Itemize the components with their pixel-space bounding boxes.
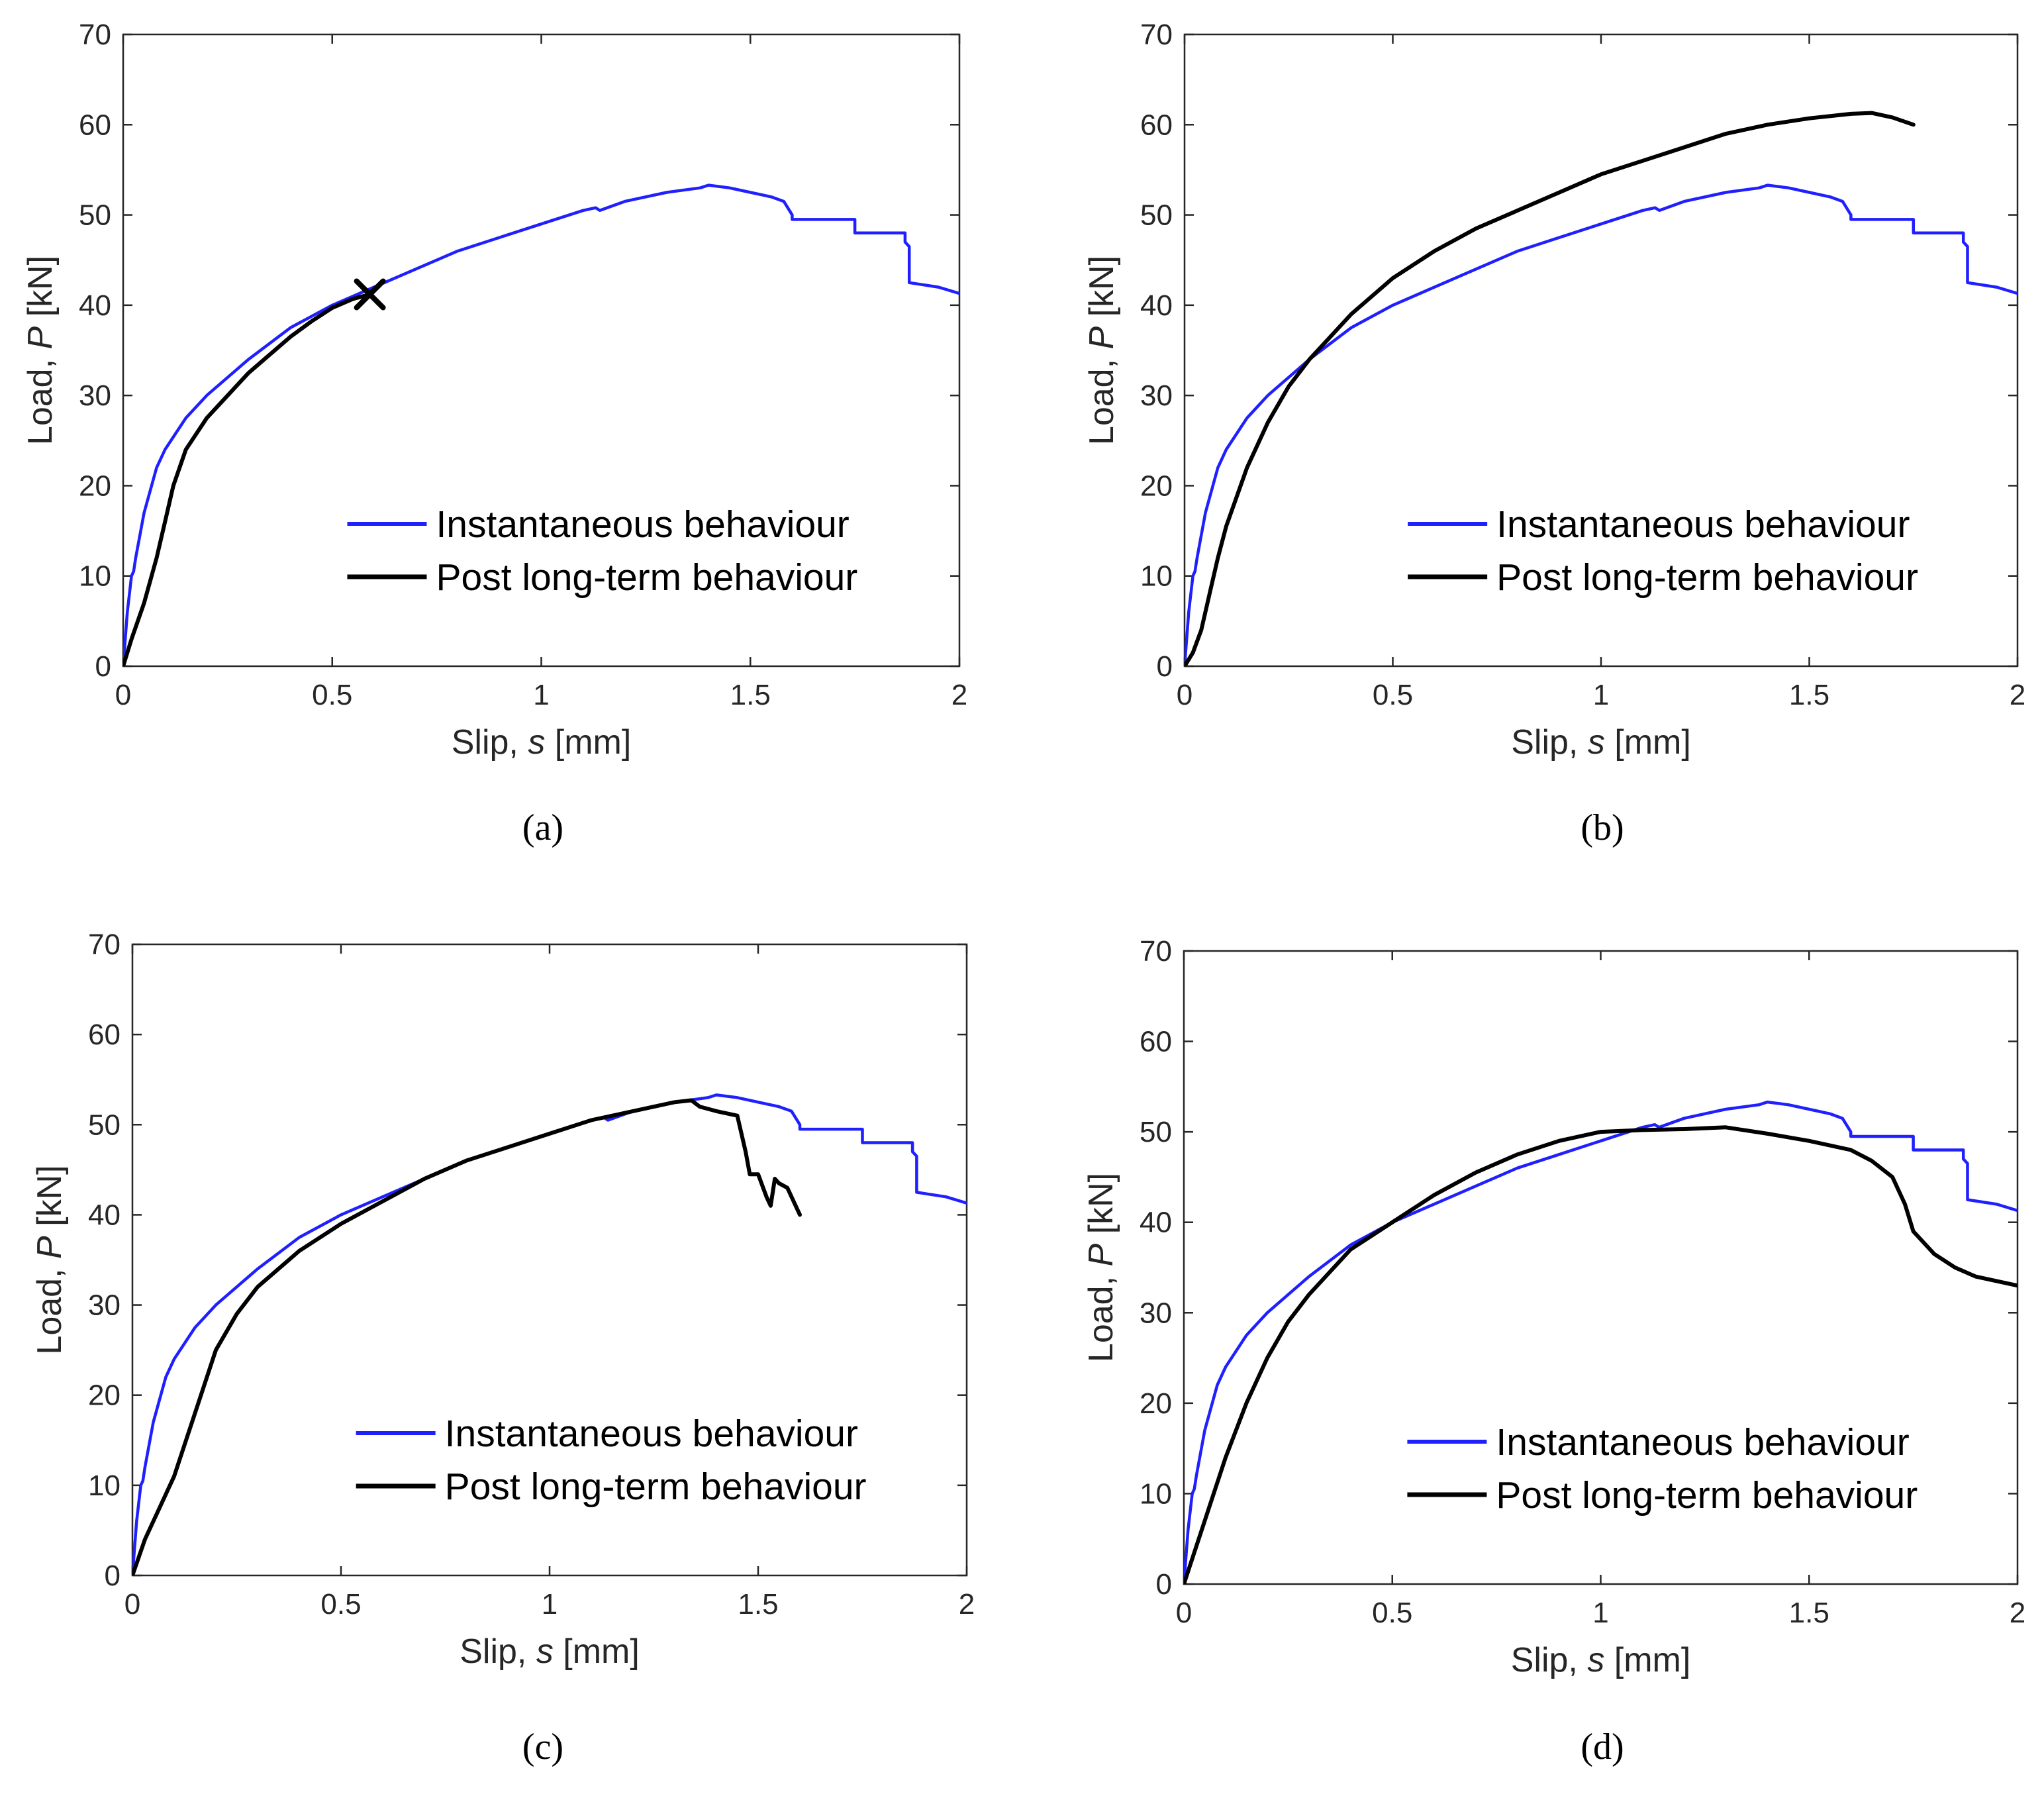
x-tick-label: 1.5 <box>1789 679 1829 711</box>
x-axis-label: Slip, s [mm] <box>1511 1641 1691 1679</box>
legend-label-instantaneous: Instantaneous behaviour <box>445 1413 858 1455</box>
y-tick-label: 70 <box>88 928 121 961</box>
y-tick-label: 20 <box>1140 470 1173 502</box>
y-tick-label: 0 <box>1156 1568 1172 1601</box>
x-axis-label: Slip, s [mm] <box>1511 723 1691 762</box>
y-axis-label: Load, P [kN] <box>1082 1173 1120 1362</box>
x-tick-label: 1 <box>1592 1597 1608 1629</box>
legend-label-instantaneous: Instantaneous behaviour <box>436 503 849 546</box>
legend-label-instantaneous: Instantaneous behaviour <box>1496 1421 1909 1464</box>
y-tick-label: 50 <box>88 1109 121 1141</box>
legend-label-post-long-term: Post long-term behaviour <box>445 1466 867 1508</box>
y-tick-label: 10 <box>79 560 111 593</box>
series-line-instantaneous <box>1185 183 2018 666</box>
x-tick-label: 1.5 <box>1789 1597 1829 1629</box>
series-line-post-long-term <box>1184 1125 2018 1584</box>
series-line-instantaneous <box>123 183 959 666</box>
y-tick-label: 50 <box>1140 199 1173 232</box>
x-tick-label: 2 <box>951 679 967 711</box>
x-axis-label: Slip, s [mm] <box>460 1632 640 1671</box>
x-tick-label: 1.5 <box>738 1588 778 1620</box>
y-tick-label: 10 <box>1140 560 1173 593</box>
y-axis-label: Load, P [kN] <box>1083 256 1121 445</box>
panel-caption: (c) <box>522 1726 563 1768</box>
y-tick-label: 0 <box>105 1560 121 1592</box>
series-line-post-long-term <box>1185 111 1916 666</box>
x-tick-label: 2 <box>959 1588 975 1620</box>
y-tick-label: 60 <box>88 1019 121 1051</box>
y-tick-label: 40 <box>1140 1207 1172 1239</box>
series-line-post-long-term <box>132 1098 802 1575</box>
y-tick-label: 10 <box>1140 1477 1172 1510</box>
x-tick-label: 1 <box>542 1588 558 1620</box>
panel-caption: (b) <box>1581 807 1624 848</box>
x-tick-label: 2 <box>2010 1597 2025 1629</box>
y-tick-label: 20 <box>79 470 111 502</box>
legend-label-instantaneous: Instantaneous behaviour <box>1496 503 1910 546</box>
series-line-instantaneous <box>1184 1100 2018 1584</box>
y-axis-label: Load, P [kN] <box>30 1165 69 1354</box>
y-tick-label: 30 <box>88 1289 121 1322</box>
x-tick-label: 0 <box>115 679 131 711</box>
y-tick-label: 70 <box>79 19 111 51</box>
y-tick-label: 0 <box>1157 650 1173 683</box>
y-tick-label: 40 <box>79 289 111 322</box>
y-tick-label: 70 <box>1140 19 1173 51</box>
x-tick-label: 0.5 <box>320 1588 361 1620</box>
panel-caption: (d) <box>1581 1726 1624 1768</box>
y-tick-label: 30 <box>79 379 111 412</box>
x-axis-label: Slip, s [mm] <box>452 723 632 762</box>
y-tick-label: 10 <box>88 1470 121 1502</box>
series-line-post-long-term <box>123 292 372 666</box>
panel-caption: (a) <box>522 807 563 848</box>
x-tick-label: 1.5 <box>730 679 771 711</box>
y-tick-label: 50 <box>79 199 111 232</box>
y-tick-label: 0 <box>95 650 111 683</box>
y-tick-label: 40 <box>88 1199 121 1231</box>
y-tick-label: 30 <box>1140 1297 1172 1329</box>
legend-label-post-long-term: Post long-term behaviour <box>436 556 857 599</box>
x-tick-label: 0.5 <box>1373 679 1413 711</box>
x-tick-label: 1 <box>1593 679 1609 711</box>
legend-label-post-long-term: Post long-term behaviour <box>1496 1474 1918 1517</box>
y-tick-label: 60 <box>79 109 111 141</box>
x-tick-label: 0 <box>1176 1597 1192 1629</box>
y-tick-label: 60 <box>1140 1026 1172 1058</box>
y-tick-label: 40 <box>1140 289 1173 322</box>
y-tick-label: 20 <box>1140 1387 1172 1420</box>
legend-label-post-long-term: Post long-term behaviour <box>1496 556 1918 599</box>
x-tick-label: 0 <box>124 1588 140 1620</box>
x-tick-label: 1 <box>533 679 549 711</box>
y-tick-label: 20 <box>88 1379 121 1412</box>
y-tick-label: 50 <box>1140 1116 1172 1148</box>
y-tick-label: 30 <box>1140 379 1173 412</box>
failure-x-marker <box>354 278 386 311</box>
y-tick-label: 60 <box>1140 109 1173 141</box>
x-tick-label: 0.5 <box>1372 1597 1412 1629</box>
y-tick-label: 70 <box>1140 935 1172 968</box>
x-tick-label: 0 <box>1177 679 1192 711</box>
x-tick-label: 0.5 <box>312 679 352 711</box>
x-tick-label: 2 <box>2010 679 2025 711</box>
y-axis-label: Load, P [kN] <box>21 256 60 445</box>
